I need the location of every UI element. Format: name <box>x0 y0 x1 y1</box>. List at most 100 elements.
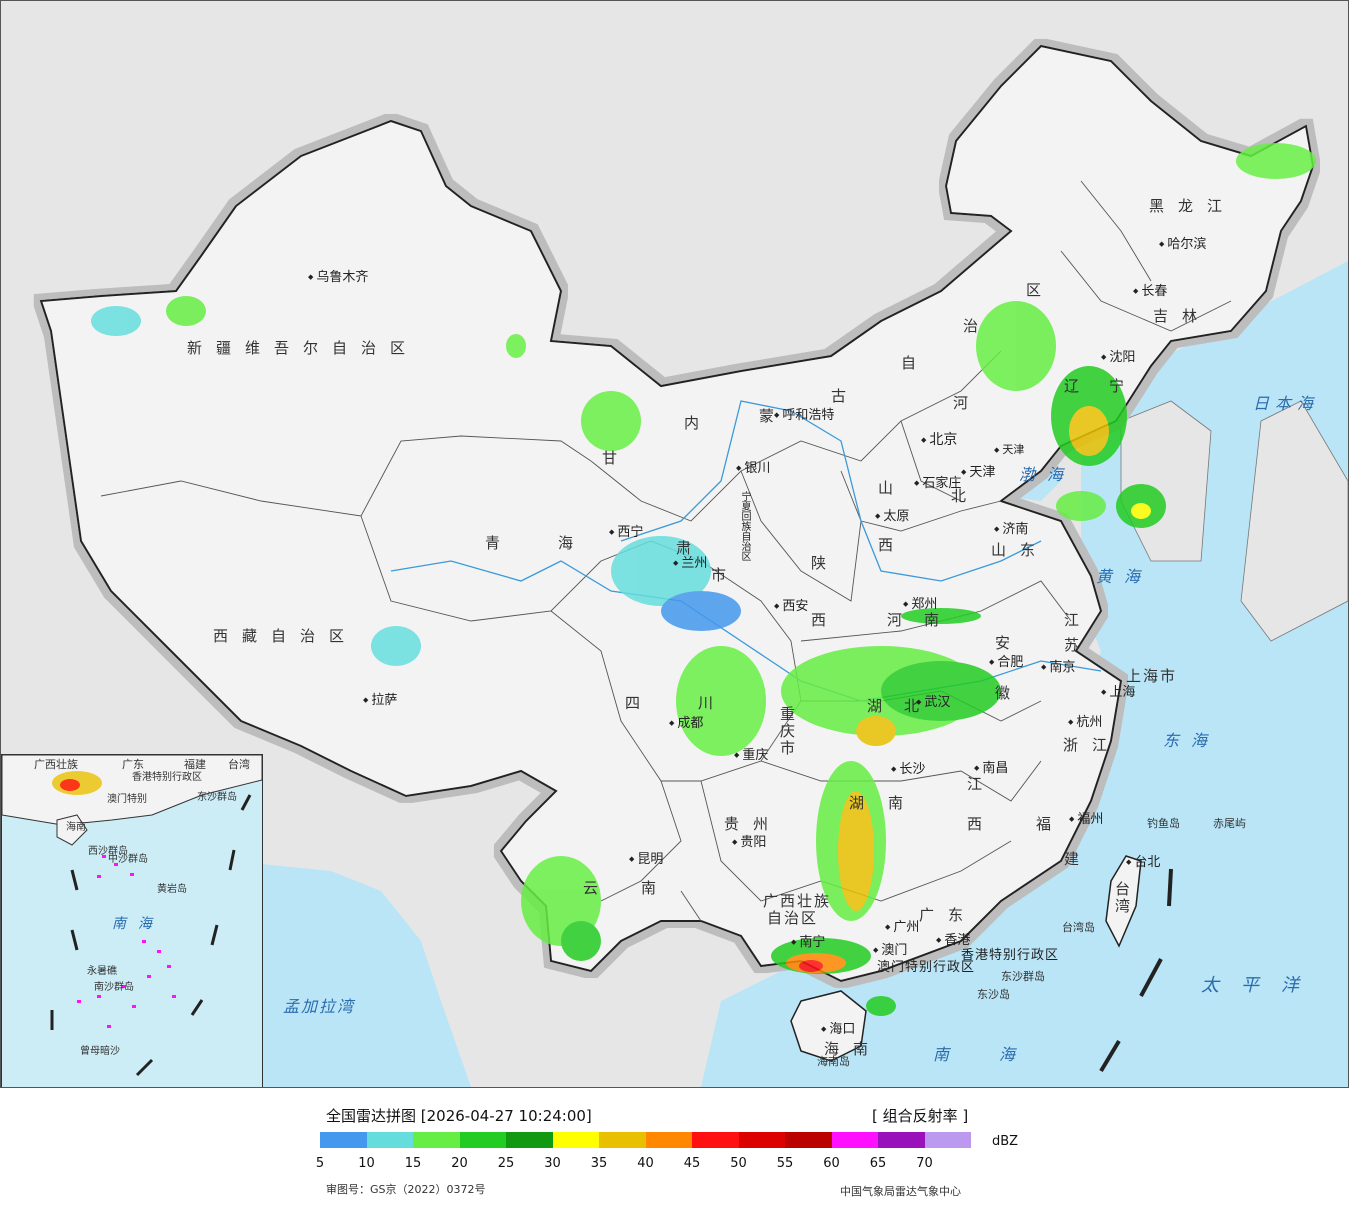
city-yinchuan: 银川 <box>736 462 770 475</box>
label-neimenggu-3: 古 <box>831 387 849 405</box>
label-hainan-1: 海 <box>824 1040 842 1058</box>
label-tianjin-prov: 天津 <box>994 444 1024 455</box>
city-guangzhou: 广州 <box>885 921 919 934</box>
scale-tick-label: 45 <box>683 1156 701 1171</box>
scale-tick-label: 5 <box>315 1156 325 1171</box>
inset-label-taiwan: 台湾 <box>228 758 250 771</box>
label-anhui-2: 徽 <box>995 684 1013 702</box>
scale-tick-label: 30 <box>544 1156 561 1171</box>
city-shenyang: 沈阳 <box>1101 351 1135 364</box>
radar-map[interactable]: 新疆维吾尔自治区 西藏自治区 青 海 甘 肃 内 蒙 古 自 治 区 黑龙江 吉… <box>0 0 1349 1088</box>
label-qinghai-2: 海 <box>558 534 576 552</box>
label-neimenggu-2: 蒙 <box>759 407 777 425</box>
city-shanghai: 上海 <box>1101 686 1135 699</box>
city-wuhan: 武汉 <box>916 696 950 709</box>
scale-tick-label: 70 <box>916 1156 933 1171</box>
label-hainan-2: 南 <box>853 1040 871 1058</box>
label-anhui-1: 安 <box>995 634 1013 652</box>
label-guangxi-1: 广西壮族 <box>763 892 832 910</box>
label-guizhou: 贵州 <box>724 815 783 833</box>
scale-swatch <box>692 1132 739 1148</box>
sea-riben: 日本海 <box>1253 394 1320 413</box>
label-yunnan-2: 南 <box>641 879 659 897</box>
label-jiangxi-1: 江 <box>967 775 985 793</box>
label-henan-2: 南 <box>924 611 942 629</box>
scale-tick-label: 10 <box>358 1156 375 1171</box>
scale-tick-label: 35 <box>590 1156 608 1171</box>
inset-label-hk: 香港特别行政区 <box>132 772 202 783</box>
city-xianggang: 香港 <box>936 934 970 947</box>
label-gansu-city: 市 <box>711 566 729 584</box>
city-chongqing: 重庆 <box>734 749 768 762</box>
label-shaanxi-2: 西 <box>811 611 829 629</box>
label-shanxi-2: 西 <box>878 536 896 554</box>
scale-swatch <box>878 1132 925 1148</box>
city-shijiazhuang: 石家庄 <box>914 477 961 490</box>
label-liaoning-1: 辽 <box>1064 377 1082 395</box>
city-fuzhou: 福州 <box>1069 813 1103 826</box>
label-hebei-2: 北 <box>951 487 969 505</box>
label-sichuan-1: 四 <box>625 694 643 712</box>
label-gansu-1: 甘 <box>602 449 620 467</box>
label-shandong: 山东 <box>991 541 1050 559</box>
city-nanchang: 南昌 <box>974 762 1008 775</box>
sea-bohai: 渤海 <box>1019 465 1076 484</box>
scale-swatch <box>320 1132 367 1148</box>
scale-tick-label: 15 <box>404 1156 422 1171</box>
label-hubei-1: 湖 <box>867 697 885 715</box>
inset-label-yongshu: 永暑礁 <box>87 966 117 977</box>
sea-taipingyang: 太平洋 <box>1201 975 1321 996</box>
inset-label-nanhai: 南海 <box>112 916 164 932</box>
city-zhengzhou: 郑州 <box>903 598 937 611</box>
scale-tick-label: 65 <box>869 1156 887 1171</box>
label-neimenggu-1: 内 <box>684 414 702 432</box>
city-hangzhou: 杭州 <box>1068 716 1102 729</box>
city-lhasa: 拉萨 <box>363 694 397 707</box>
city-haikou: 海口 <box>821 1023 855 1036</box>
label-guangxi-2: 自治区 <box>767 909 819 927</box>
scale-tick-label: 55 <box>776 1156 794 1171</box>
label-yunnan-1: 云 <box>583 879 601 897</box>
sar-macau: 澳门特别行政区 <box>877 960 976 975</box>
label-xizang: 西藏自治区 <box>213 627 359 645</box>
inset-label-xisha: 西沙群岛 <box>88 846 128 857</box>
label-neimenggu-6: 区 <box>1026 281 1044 299</box>
label-neimenggu-4: 自 <box>901 354 919 372</box>
island-chiwei: 赤尾屿 <box>1213 817 1246 830</box>
label-xinjiang: 新疆维吾尔自治区 <box>187 339 420 357</box>
label-shanghai: 上海市 <box>1126 667 1178 685</box>
inset-label-guangdong: 广东 <box>122 758 144 771</box>
city-xining: 西宁 <box>609 526 643 539</box>
inset-label-huangyan: 黄岩岛 <box>157 884 187 895</box>
label-jiangsu-1: 江 <box>1064 611 1082 629</box>
scale-swatch <box>413 1132 460 1148</box>
color-scale <box>320 1132 971 1148</box>
city-hefei: 合肥 <box>989 656 1023 669</box>
city-guiyang: 贵阳 <box>732 836 766 849</box>
label-jilin: 吉林 <box>1153 307 1212 325</box>
city-taiyuan: 太原 <box>875 510 909 523</box>
sea-huanghai: 黄海 <box>1096 567 1153 586</box>
label-jiangxi-2: 西 <box>967 815 985 833</box>
city-beijing: 北京 <box>921 433 957 447</box>
sea-nanhai: 南海 <box>933 1045 1066 1064</box>
sar-hongkong: 香港特别行政区 <box>961 948 1060 963</box>
city-jinan: 济南 <box>994 523 1028 536</box>
inset-label-zengmu: 曾母暗沙 <box>80 1046 120 1057</box>
south-china-sea-inset: 广西壮族 广东 福建 台湾 香港特别行政区 澳门特别 东沙群岛 海南 西沙群岛 … <box>1 754 263 1087</box>
label-shanxi-1: 山 <box>878 479 896 497</box>
sea-donghai: 东海 <box>1163 731 1220 750</box>
inset-label-fujian: 福建 <box>184 758 206 771</box>
label-hunan-1: 湖 <box>849 794 867 812</box>
inset-label-hainan: 海南 <box>66 822 86 833</box>
label-qinghai-1: 青 <box>485 534 503 552</box>
scale-swatch <box>738 1132 785 1148</box>
city-lanzhou: 兰州 <box>673 557 707 570</box>
label-fujian-1: 福 <box>1036 815 1054 833</box>
inset-label-zhongsha: 中沙群岛 <box>108 854 148 865</box>
city-xian: 西安 <box>774 600 808 613</box>
inset-label-mo: 澳门特别 <box>107 794 147 805</box>
city-tianjin: 天津 <box>961 466 995 479</box>
island-taiwan: 台湾岛 <box>1062 921 1095 934</box>
scale-tick-label: 40 <box>637 1156 654 1171</box>
